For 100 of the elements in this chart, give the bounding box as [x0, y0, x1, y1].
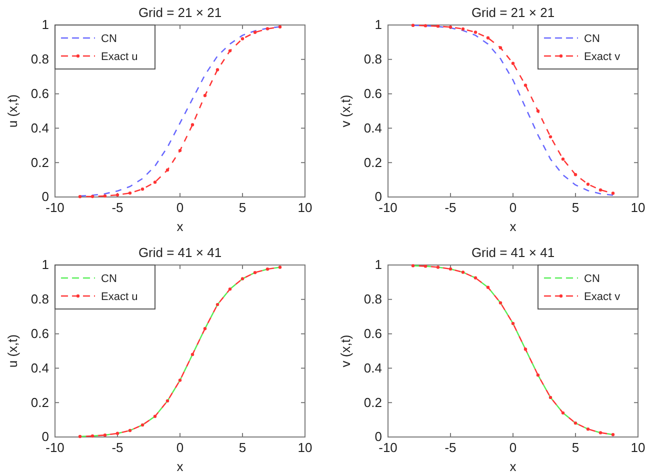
y-tick-label: 1 — [42, 17, 49, 32]
y-tick-label: 1 — [42, 257, 49, 272]
chart-title: Grid = 41 × 41 — [138, 245, 222, 260]
y-axis-title: u (x,t) — [5, 94, 20, 128]
legend-label: CN — [101, 273, 117, 285]
x-tick-label: -5 — [112, 440, 124, 456]
point — [611, 432, 615, 436]
point — [90, 434, 94, 438]
y-tick-label: 0.2 — [30, 394, 49, 410]
x-tick-label: 10 — [630, 440, 646, 456]
point — [166, 168, 170, 172]
chart-title: Grid = 41 × 41 — [471, 245, 555, 260]
point — [203, 327, 207, 330]
x-tick-label: 0 — [509, 200, 517, 216]
point — [216, 68, 220, 72]
point — [178, 378, 182, 382]
point — [103, 434, 107, 437]
x-tick-label: 5 — [572, 200, 580, 216]
x-axis-title: x — [176, 459, 184, 474]
y-axis-title: u (x,t) — [5, 334, 20, 368]
point — [78, 195, 82, 198]
y-tick-label: 0.2 — [364, 394, 382, 410]
x-tick-label: -5 — [112, 200, 124, 216]
point — [190, 123, 194, 126]
point — [424, 264, 428, 268]
point — [461, 270, 465, 274]
y-tick-label: 0.2 — [364, 154, 382, 170]
x-tick-label: 10 — [298, 440, 312, 456]
chart-title: Grid = 21 × 21 — [138, 5, 222, 20]
point — [474, 30, 478, 34]
y-tick-label: 0.2 — [30, 154, 49, 170]
x-tick-label: 0 — [509, 440, 517, 456]
point — [498, 46, 502, 50]
x-tick-label: -5 — [444, 440, 456, 456]
point — [140, 423, 144, 427]
point — [240, 37, 244, 40]
point — [586, 427, 590, 431]
point — [253, 270, 257, 274]
point — [574, 173, 578, 176]
point — [203, 94, 207, 98]
chart-title: Grid = 21 × 21 — [471, 5, 555, 20]
legend-label: CN — [584, 33, 600, 45]
point — [228, 49, 232, 52]
point — [90, 194, 94, 198]
x-tick-label: 5 — [572, 440, 580, 456]
point — [140, 187, 144, 191]
x-tick-label: -5 — [444, 200, 456, 216]
point — [436, 24, 440, 28]
point — [103, 194, 107, 198]
point — [611, 192, 615, 195]
y-tick-label: 0.6 — [364, 326, 382, 341]
point — [511, 322, 515, 326]
point — [411, 24, 415, 27]
point — [436, 266, 440, 269]
point — [278, 25, 282, 28]
legend-label: Exact u — [101, 291, 138, 303]
point — [498, 301, 502, 304]
legend-label: Exact v — [584, 291, 621, 303]
point — [278, 266, 282, 269]
y-tick-label: 0.8 — [364, 292, 382, 307]
y-tick-label: 0.8 — [30, 52, 49, 67]
point — [253, 30, 257, 34]
point — [190, 352, 194, 356]
point — [153, 180, 157, 184]
point — [266, 268, 270, 271]
x-axis-title: x — [510, 459, 517, 474]
point — [561, 158, 565, 161]
legend-label: Exact u — [101, 51, 138, 63]
point — [486, 36, 490, 40]
point — [266, 27, 270, 30]
y-tick-label: 0.8 — [30, 292, 49, 307]
y-tick-label: 0.4 — [30, 120, 49, 136]
point — [228, 287, 232, 291]
x-tick-label: 10 — [298, 200, 312, 216]
point — [486, 286, 490, 289]
y-tick-label: 0.4 — [364, 120, 382, 136]
point — [128, 428, 132, 432]
x-tick-label: 5 — [238, 200, 246, 216]
point — [474, 276, 478, 280]
y-tick-label: 1 — [374, 17, 382, 32]
point — [178, 148, 182, 152]
x-tick-label: 10 — [630, 200, 646, 216]
point — [536, 373, 540, 377]
x-tick-label: 5 — [238, 440, 246, 456]
point — [411, 264, 415, 268]
point — [511, 62, 515, 65]
point — [448, 267, 452, 271]
legend-label: CN — [101, 33, 117, 45]
point — [166, 399, 170, 402]
point — [574, 421, 578, 425]
y-tick-label: 0.4 — [364, 360, 382, 376]
y-tick-label: 1 — [374, 257, 382, 272]
point — [536, 109, 540, 113]
point — [78, 434, 82, 438]
point — [586, 182, 590, 186]
x-tick-label: 0 — [176, 440, 184, 456]
x-axis-title: x — [176, 219, 184, 234]
y-axis-title: v (x,t) — [338, 334, 353, 368]
x-axis-title: x — [510, 219, 517, 234]
point — [548, 396, 552, 400]
